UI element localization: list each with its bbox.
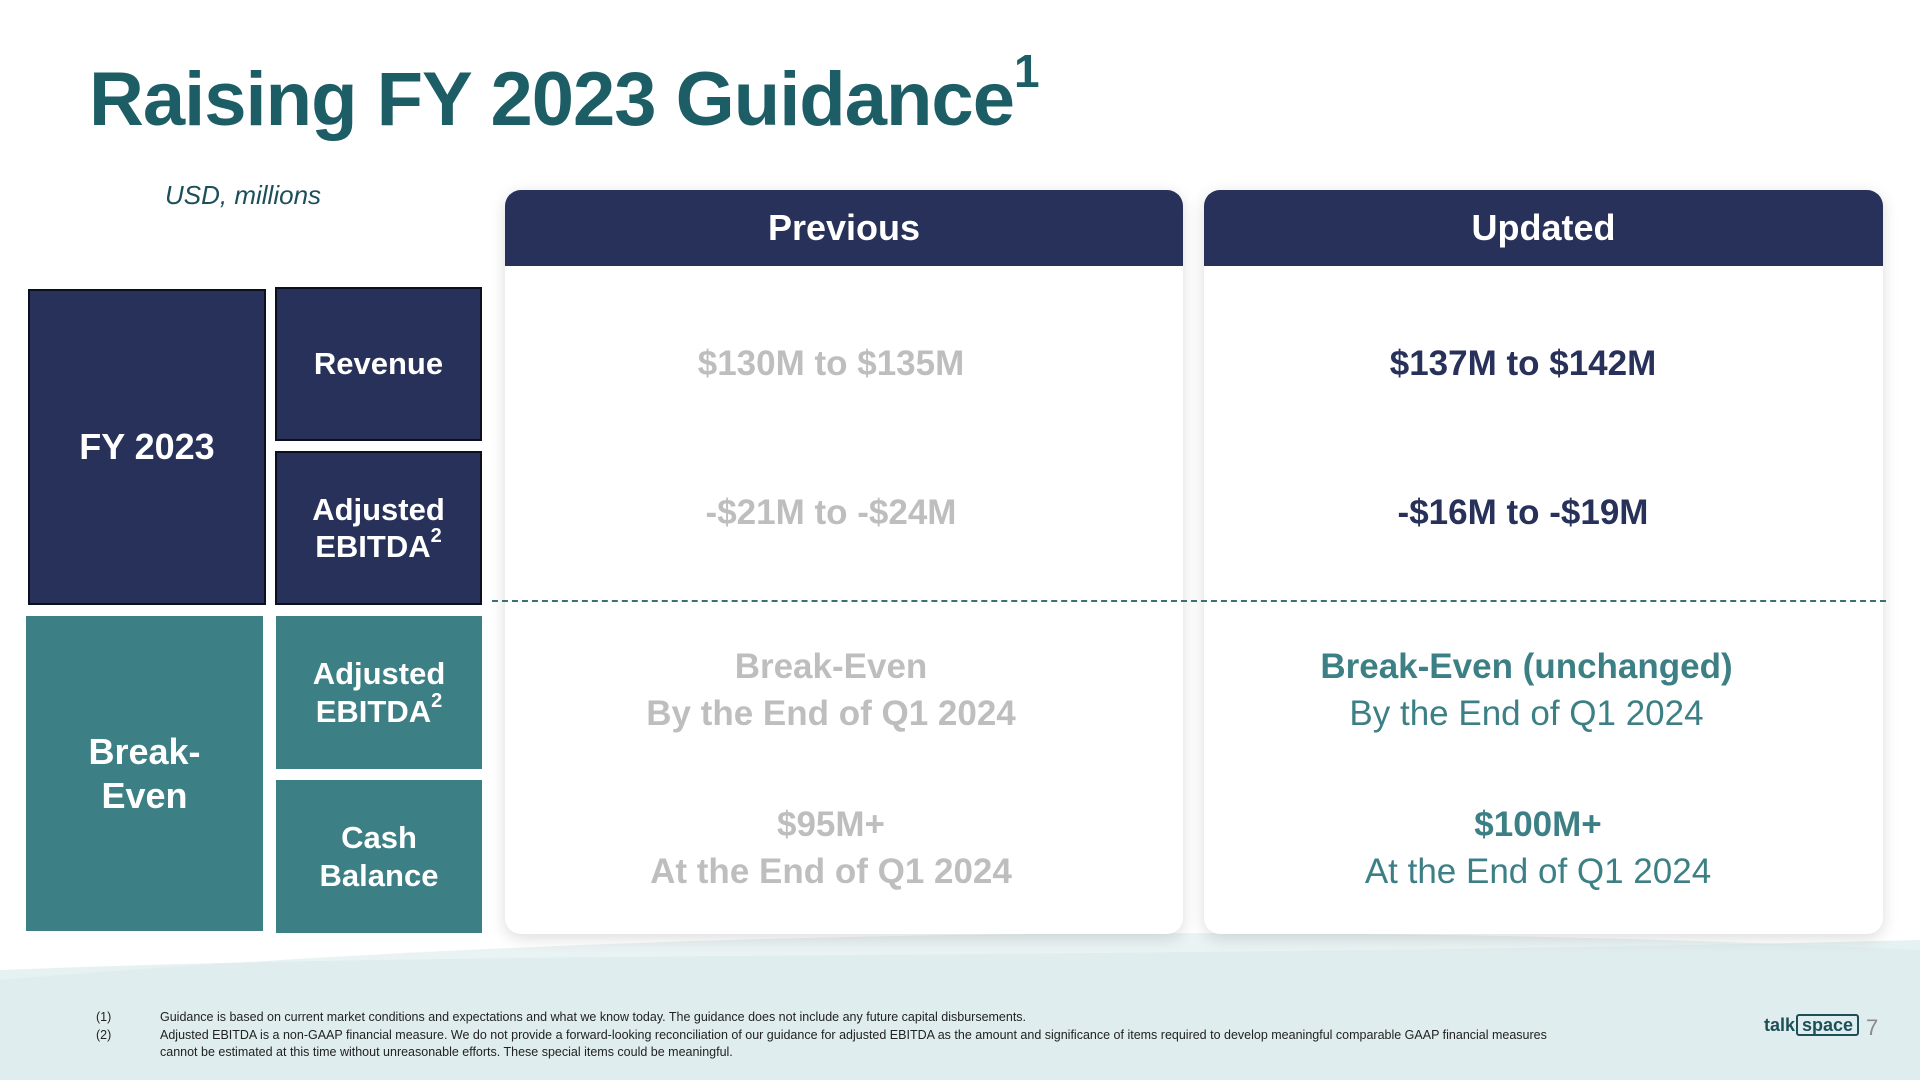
- previous-adj-ebitda: -$21M to -$24M: [705, 493, 957, 532]
- adjusted-ebitda-label-box: Adjusted EBITDA2: [275, 451, 482, 605]
- previous-revenue: $130M to $135M: [697, 344, 965, 383]
- updated-break-even-ebitda: Break-Even (unchanged) By the End of Q1 …: [1320, 647, 1733, 734]
- previous-cash-balance: $95M+ At the End of Q1 2024: [650, 805, 1012, 892]
- previous-break-even-ebitda: Break-Even By the End of Q1 2024: [646, 647, 1016, 734]
- previous-header: Previous: [505, 190, 1183, 266]
- talkspace-logo: talk space: [1764, 1014, 1860, 1036]
- units-label: USD, millions: [165, 180, 322, 210]
- title-footnote-marker: 1: [1013, 45, 1040, 97]
- section-divider: [492, 600, 1886, 602]
- updated-card: Updated: [1204, 190, 1883, 934]
- updated-adj-ebitda: -$16M to -$19M: [1397, 493, 1649, 532]
- updated-header: Updated: [1204, 190, 1883, 266]
- page-number: 7: [1866, 1015, 1879, 1040]
- cash-balance-label-box: Cash Balance: [276, 780, 482, 933]
- slide-title: Raising FY 2023 Guidance1: [89, 45, 1040, 142]
- fy2023-label-box: FY 2023: [28, 289, 266, 605]
- background-wave: [0, 933, 1920, 1080]
- previous-card: Previous: [505, 190, 1183, 934]
- footnote-2: (2) Adjusted EBITDA is a non-GAAP financ…: [96, 1027, 1547, 1060]
- updated-cash-balance: $100M+ At the End of Q1 2024: [1364, 805, 1712, 892]
- break-even-label-box: Break- Even: [26, 616, 263, 931]
- break-even-ebitda-label-box: Adjusted EBITDA2: [276, 616, 482, 769]
- footnote-1: (1) Guidance is based on current market …: [96, 1010, 1027, 1024]
- footnotes: (1) Guidance is based on current market …: [96, 1009, 1556, 1062]
- updated-revenue: $137M to $142M: [1389, 344, 1657, 383]
- revenue-label-box: Revenue: [275, 287, 482, 441]
